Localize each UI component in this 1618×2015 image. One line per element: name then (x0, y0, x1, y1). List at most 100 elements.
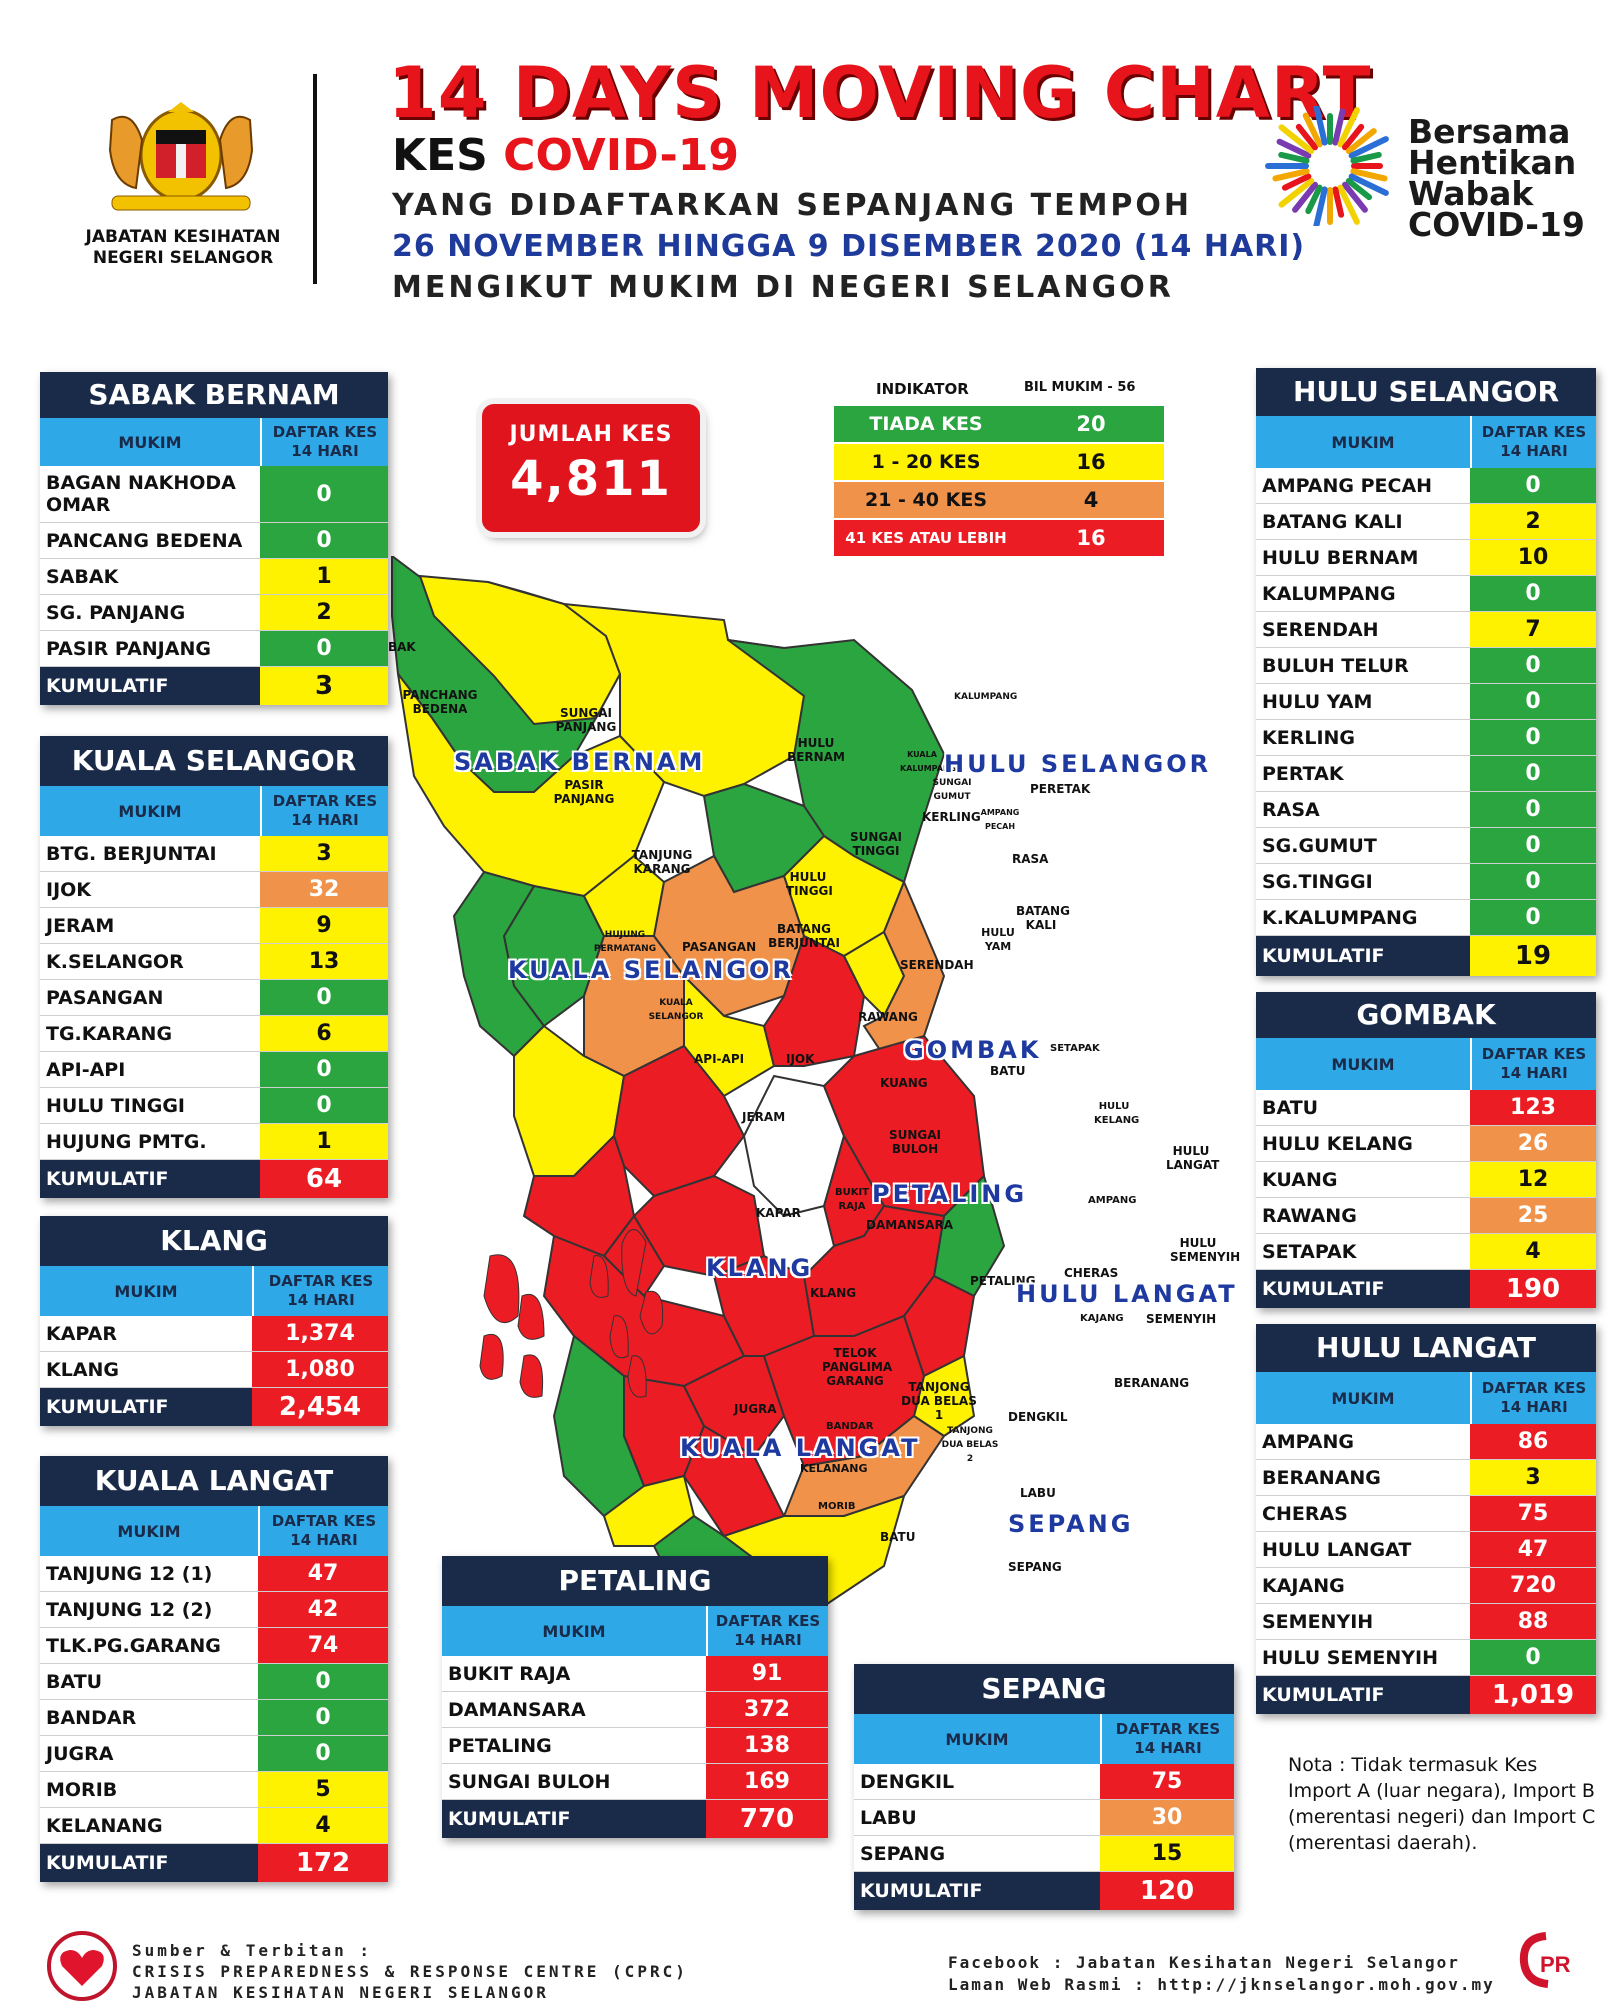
map-label-jugra: JUGRA (734, 1402, 777, 1416)
table-row: CHERAS 75 (1256, 1496, 1596, 1532)
map-label-semenyih: SEMENYIH (1146, 1312, 1217, 1326)
mukim-name: HULU TINGGI (46, 1094, 185, 1117)
case-count: 74 (258, 1628, 388, 1663)
map-label-kapar: KAPAR (756, 1206, 801, 1220)
mukim-name: PASANGAN (46, 986, 164, 1009)
cumulative-label: KUMULATIF (1262, 1278, 1385, 1300)
cumulative-row: KUMULATIF 190 (1256, 1270, 1596, 1308)
table-row: HULU YAM 0 (1256, 684, 1596, 720)
table-row: JUGRA 0 (40, 1736, 388, 1772)
column-header-daftar-kes: DAFTAR KES 14 HARI (258, 1506, 388, 1556)
map-label-ampang: AMPANG (1088, 1195, 1137, 1206)
column-header-daftar-kes: DAFTAR KES 14 HARI (1470, 416, 1596, 468)
indicator-row: 1 - 20 KES 16 (834, 444, 1164, 480)
map-label-morib: MORIB (818, 1501, 856, 1512)
map-label-hulu-kelang: HULU KELANG (1094, 1101, 1140, 1126)
mukim-name: SUNGAI BULOH (448, 1770, 611, 1793)
campaign-word-1: Bersama (1408, 112, 1571, 151)
table-row: K.KALUMPANG 0 (1256, 900, 1596, 936)
table-row: SABAK 1 (40, 559, 388, 595)
map-region-island-8 (519, 1354, 544, 1398)
column-header-row: MUKIM DAFTAR KES 14 HARI (40, 1506, 388, 1556)
column-header-row: MUKIM DAFTAR KES 14 HARI (40, 418, 388, 466)
cumulative-row: KUMULATIF 770 (442, 1800, 828, 1838)
column-header-row: MUKIM DAFTAR KES 14 HARI (1256, 1038, 1596, 1090)
column-header-row: MUKIM DAFTAR KES 14 HARI (442, 1606, 828, 1656)
district-table-kuala-langat: KUALA LANGAT MUKIM DAFTAR KES 14 HARI TANJUN… (40, 1456, 388, 1882)
table-row: KLANG 1,080 (40, 1352, 388, 1388)
state-crest-logo (92, 100, 270, 218)
column-header-daftar-kes: DAFTAR KES 14 HARI (260, 786, 388, 836)
mukim-name: DAMANSARA (448, 1698, 586, 1721)
table-row: KERLING 0 (1256, 720, 1596, 756)
indicator-heading: INDIKATOR (876, 380, 969, 398)
mukim-name: BERANANG (1262, 1466, 1381, 1489)
cumulative-label: KUMULATIF (1262, 1684, 1385, 1706)
table-row: RAWANG 25 (1256, 1198, 1596, 1234)
case-count: 15 (1100, 1836, 1234, 1871)
map-region-island-5 (483, 1254, 520, 1324)
district-table-petaling: PETALING MUKIM DAFTAR KES 14 HARI BUKIT RAJA… (442, 1556, 828, 1838)
indicator-row: TIADA KES 20 (834, 406, 1164, 442)
mukim-name: PETALING (448, 1734, 552, 1757)
subtitle-line-4: MENGIKUT MUKIM DI NEGERI SELANGOR (392, 270, 1174, 305)
cumulative-row: KUMULATIF 3 (40, 667, 388, 705)
table-row: SERENDAH 7 (1256, 612, 1596, 648)
table-row: MORIB 5 (40, 1772, 388, 1808)
mukim-name: CHERAS (1262, 1502, 1348, 1525)
case-count: 91 (706, 1656, 828, 1691)
sunburst-ray (1348, 173, 1389, 196)
case-count: 47 (258, 1556, 388, 1591)
table-row: HULU KELANG 26 (1256, 1126, 1596, 1162)
cumulative-value: 120 (1100, 1872, 1234, 1910)
table-row: SG.TINGGI 0 (1256, 864, 1596, 900)
case-count: 47 (1470, 1532, 1596, 1567)
column-header-mukim: MUKIM (1331, 1054, 1395, 1074)
note-text: Nota : Tidak termasuk Kes Import A (luar… (1288, 1754, 1596, 1854)
indicator-count: 4 (1083, 488, 1099, 512)
sunburst-ray (1272, 168, 1310, 182)
mukim-name: KAJANG (1262, 1574, 1345, 1597)
map-region-island-6 (517, 1294, 545, 1340)
cumulative-row: KUMULATIF 172 (40, 1844, 388, 1882)
case-count: 0 (260, 523, 388, 558)
map-label-kuang: KUANG (880, 1076, 928, 1090)
map-district-kuala-langat: KUALA LANGAT (680, 1434, 921, 1462)
case-count: 169 (706, 1764, 828, 1799)
map-label-panchang-bedena: PANCHANG BEDENA (402, 688, 478, 716)
case-count: 0 (1470, 900, 1596, 935)
mukim-name: BANDAR (46, 1706, 137, 1729)
case-count: 3 (1470, 1460, 1596, 1495)
map-label-hulu-langat: HULU LANGAT (1166, 1144, 1220, 1172)
cumulative-row: KUMULATIF 1,019 (1256, 1676, 1596, 1714)
mukim-name: SEPANG (860, 1842, 946, 1865)
table-row: DENGKIL 75 (854, 1764, 1234, 1800)
cumulative-label: KUMULATIF (46, 1852, 169, 1874)
subtitle-line-2: YANG DIDAFTARKAN SEPANJANG TEMPOH (392, 188, 1193, 223)
map-label-batu-gombak: BATU (990, 1064, 1026, 1078)
mukim-name: TG.KARANG (46, 1022, 173, 1045)
cumulative-value: 190 (1470, 1270, 1596, 1308)
agency-line-1: JABATAN KESIHATAN (85, 227, 281, 247)
map-label-hujung-permatang: HUJUNG PERMATANG (593, 930, 657, 954)
mukim-name: KAPAR (46, 1322, 117, 1345)
table-row: BATU 123 (1256, 1090, 1596, 1126)
district-table-title: KUALA LANGAT (40, 1456, 388, 1506)
sunburst-ray (1348, 136, 1389, 159)
mukim-name: BATU (46, 1670, 103, 1693)
case-count: 372 (706, 1692, 828, 1727)
district-table-title: SABAK BERNAM (40, 372, 388, 418)
map-label-bandar: BANDAR (826, 1421, 874, 1432)
sunburst-ray (1313, 102, 1328, 146)
mukim-name: KERLING (1262, 726, 1356, 749)
case-count: 2 (260, 595, 388, 630)
indicator-count: 20 (1076, 412, 1106, 436)
column-header-row: MUKIM DAFTAR KES 14 HARI (854, 1714, 1234, 1764)
sunburst-ray (1302, 112, 1323, 148)
column-header-hari-line: 14 HARI (1500, 1064, 1568, 1082)
case-count: 26 (1470, 1126, 1596, 1161)
mukim-name: AMPANG (1262, 1430, 1354, 1453)
sunburst-ray (1341, 181, 1368, 213)
case-count: 138 (706, 1728, 828, 1763)
district-table-title: SEPANG (854, 1664, 1234, 1714)
